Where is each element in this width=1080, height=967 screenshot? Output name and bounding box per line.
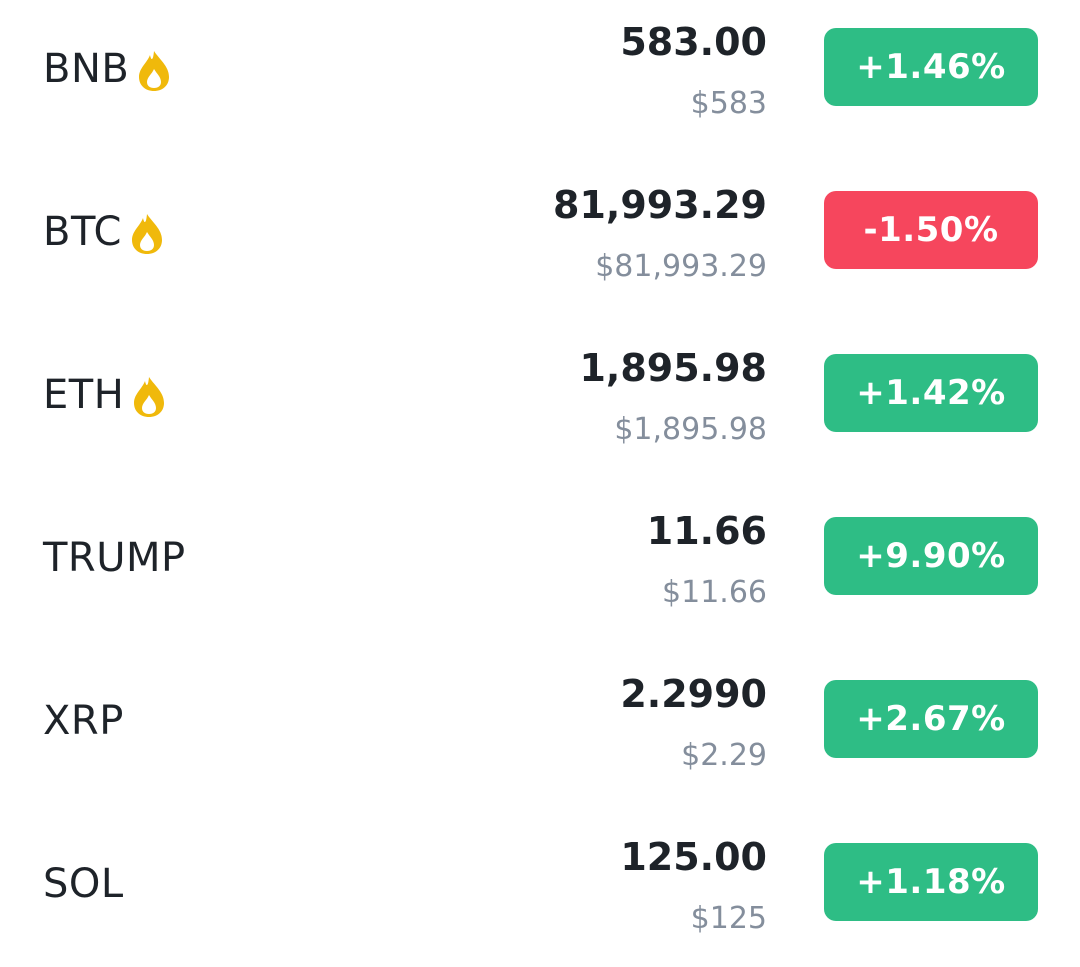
- market-row-btc[interactable]: BTC 81,993.29 $81,993.29 -1.50%: [0, 163, 1080, 313]
- change-percent-button[interactable]: +1.46%: [824, 28, 1038, 106]
- symbol-group: BTC: [43, 207, 166, 257]
- fiat-price: $583: [690, 86, 767, 121]
- coin-symbol: BNB: [43, 46, 130, 92]
- change-percent-button[interactable]: +9.90%: [824, 517, 1038, 595]
- last-price: 583.00: [620, 20, 767, 64]
- last-price: 125.00: [620, 835, 767, 879]
- last-price: 81,993.29: [553, 183, 767, 227]
- market-row-sol[interactable]: SOL 125.00 $125 +1.18%: [0, 815, 1080, 965]
- market-row-xrp[interactable]: XRP 2.2990 $2.29 +2.67%: [0, 652, 1080, 802]
- change-percent-button[interactable]: +1.42%: [824, 354, 1038, 432]
- last-price: 11.66: [646, 509, 767, 553]
- fiat-price: $125: [690, 901, 767, 936]
- market-row-bnb[interactable]: BNB 583.00 $583 +1.46%: [0, 0, 1080, 150]
- fiat-price: $11.66: [662, 575, 767, 610]
- market-row-trump[interactable]: TRUMP 11.66 $11.66 +9.90%: [0, 489, 1080, 639]
- coin-symbol: ETH: [43, 372, 125, 418]
- market-row-eth[interactable]: ETH 1,895.98 $1,895.98 +1.42%: [0, 326, 1080, 476]
- fiat-price: $81,993.29: [595, 249, 767, 284]
- coin-symbol: SOL: [43, 861, 124, 907]
- symbol-group: ETH: [43, 370, 168, 420]
- flame-icon: [128, 212, 166, 256]
- fiat-price: $2.29: [681, 738, 767, 773]
- change-percent-button[interactable]: +2.67%: [824, 680, 1038, 758]
- flame-icon: [130, 375, 168, 419]
- coin-symbol: TRUMP: [43, 535, 186, 581]
- symbol-group: TRUMP: [43, 533, 186, 583]
- symbol-group: SOL: [43, 859, 124, 909]
- fiat-price: $1,895.98: [614, 412, 767, 447]
- coin-symbol: BTC: [43, 209, 122, 255]
- flame-icon: [135, 49, 173, 93]
- coin-symbol: XRP: [43, 698, 124, 744]
- change-percent-button[interactable]: -1.50%: [824, 191, 1038, 269]
- symbol-group: XRP: [43, 696, 124, 746]
- symbol-group: BNB: [43, 44, 173, 94]
- change-percent-button[interactable]: +1.18%: [824, 843, 1038, 921]
- last-price: 2.2990: [620, 672, 767, 716]
- last-price: 1,895.98: [579, 346, 767, 390]
